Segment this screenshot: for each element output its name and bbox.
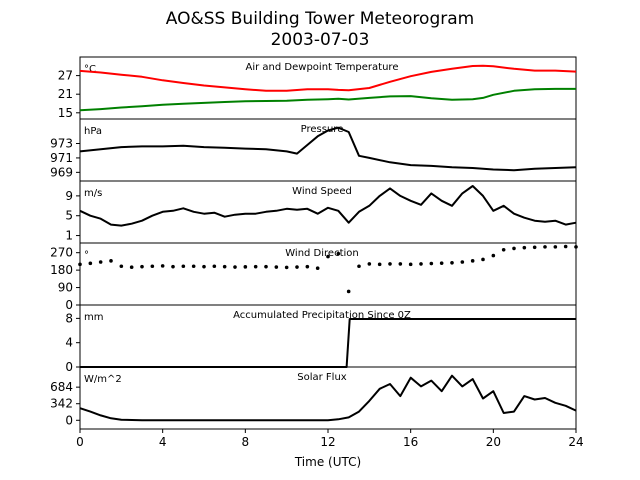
panel-4-unit: ° [84, 250, 89, 261]
panel-4-series-0-point-45 [543, 245, 547, 249]
panel-4-series-0-point-24 [326, 254, 330, 259]
panel-4-series-0-point-2 [98, 260, 103, 264]
panel-2-ytick-label-0: 969 [50, 165, 73, 179]
panel-4-series-0-point-40 [491, 253, 496, 258]
panel-4-series-0-point-43 [522, 245, 527, 250]
panel-4-series-0-point-12 [202, 264, 206, 269]
panel-4-series-0-point-30 [388, 262, 392, 266]
panel-5-title: Accumulated Precipitation Since 0Z [233, 310, 411, 321]
panel-4-series-0-point-25 [336, 251, 341, 256]
panel-4-series-0-point-41 [501, 247, 506, 252]
panel-6-title: Solar Flux [297, 372, 347, 383]
panel-1-series-1-line [79, 87, 576, 112]
panel-4-series-0-point-4 [119, 264, 124, 269]
figure-title: AO&SS Building Tower Meteorogram [166, 9, 474, 29]
panel-4-series-0-point-29 [377, 262, 382, 267]
panel-4-series-0-point-9 [171, 264, 175, 269]
panel-1-ytick-label-1: 21 [58, 87, 73, 101]
panel-4-series-0-point-34 [429, 261, 434, 266]
panel-4-series-0-point-10 [181, 264, 186, 269]
panel-4-series-0-point-1 [88, 261, 93, 266]
panel-2-ytick-label-1: 971 [50, 151, 73, 165]
x-tick-label-4: 16 [403, 435, 418, 449]
panel-4-series-0-point-7 [150, 264, 155, 269]
panel-4-series-0-point-35 [439, 261, 444, 265]
x-tick-label-2: 8 [242, 435, 250, 449]
panel-4-series-0-point-11 [191, 264, 196, 269]
panel-3-ytick-label-2: 9 [65, 189, 73, 203]
panel-2-series-0-line [79, 126, 577, 172]
panel-4-series-0-point-3 [109, 259, 113, 263]
panel-6-ytick-label-1: 342 [50, 397, 73, 411]
panel-4-ytick-label-1: 90 [58, 281, 73, 295]
panel-4-series-0-point-42 [512, 246, 516, 251]
panel-6-unit: W/m^2 [84, 374, 122, 385]
panel-4-series-0-point-16 [243, 265, 248, 269]
x-tick-label-1: 4 [159, 435, 167, 449]
panel-4-series-0-point-33 [419, 262, 423, 266]
panel-4-series-0-point-13 [212, 264, 217, 269]
panel-4-series-0-point-38 [470, 259, 475, 263]
x-tick-label-5: 20 [486, 435, 501, 449]
panel-4-series-0-point-22 [305, 264, 310, 269]
panel-3-ytick-label-1: 5 [65, 209, 73, 223]
panel-4-ytick-label-3: 270 [50, 246, 73, 260]
panel-4-series-0-point-23 [315, 266, 320, 270]
panel-4-series-0-point-44 [532, 245, 537, 250]
panel-4-series-0-point-17 [253, 264, 258, 269]
panel-1-series-0-line [79, 64, 577, 92]
panel-3-ytick-label-0: 1 [65, 229, 73, 243]
panel-1-title: Air and Dewpoint Temperature [246, 62, 399, 73]
x-tick-label-3: 12 [320, 435, 335, 449]
panel-4-series-0-point-48 [574, 245, 578, 249]
panel-6-series-0-line [79, 374, 577, 422]
panel-3-series-0-line [79, 185, 577, 227]
panel-5-ytick-label-1: 4 [65, 336, 73, 350]
panel-4-series-0-point-18 [264, 264, 268, 269]
panel-4-series-0-point-46 [553, 245, 558, 249]
panel-4-series-0-point-26 [346, 289, 351, 294]
panel-1-ytick-label-0: 15 [58, 106, 73, 120]
panel-1-unit: °C [84, 64, 96, 75]
panel-4-series-0-point-21 [295, 265, 299, 269]
panel-4-series-0-point-36 [450, 260, 454, 265]
x-tick-label-0: 0 [76, 435, 84, 449]
panel-4-ytick-label-0: 0 [65, 298, 73, 312]
panel-4-series-0-point-39 [481, 257, 485, 262]
panels-group: Air and Dewpoint Temperature°C152127Pres… [50, 56, 584, 449]
panel-3-unit: m/s [84, 188, 102, 199]
panel-4-series-0-point-6 [140, 264, 144, 269]
panel-5-series-0-line [80, 318, 576, 368]
panel-4-series-0-point-32 [408, 262, 413, 267]
panel-1-ytick-label-2: 27 [58, 69, 73, 83]
panel-3-title: Wind Speed [292, 186, 352, 197]
panel-4-series-0-point-0 [78, 262, 82, 267]
panel-5-ytick-label-0: 0 [65, 360, 73, 374]
panel-4-series-0-point-14 [222, 264, 227, 269]
panel-2-unit: hPa [84, 126, 102, 137]
panel-4-title: Wind Direction [285, 248, 359, 259]
panel-4-series-0-point-8 [160, 264, 165, 268]
figure-date: 2003-07-03 [271, 30, 370, 50]
panel-2-ytick-label-2: 973 [50, 137, 73, 151]
x-tick-label-6: 24 [568, 435, 583, 449]
panel-6-ytick-label-0: 0 [65, 413, 73, 427]
panel-2-title: Pressure [301, 124, 344, 135]
panel-5-ytick-label-2: 8 [65, 311, 73, 325]
panel-4-series-0-point-19 [274, 265, 279, 269]
panel-4-series-0-point-47 [563, 244, 568, 249]
panel-4-series-0-point-37 [460, 260, 465, 264]
panel-4-ytick-label-2: 180 [50, 263, 73, 277]
panel-4-series-0-point-15 [233, 265, 237, 269]
panel-6-ytick-label-2: 684 [50, 380, 73, 394]
panel-4-series-0-point-5 [129, 265, 134, 270]
panel-4-series-0-point-28 [367, 262, 372, 266]
x-axis-label: Time (UTC) [294, 455, 361, 469]
panel-4-series-0-point-27 [357, 264, 361, 269]
panel-5-unit: mm [84, 312, 103, 323]
panel-4-series-0-point-31 [398, 262, 403, 266]
panel-4-series-0-point-20 [284, 265, 289, 270]
